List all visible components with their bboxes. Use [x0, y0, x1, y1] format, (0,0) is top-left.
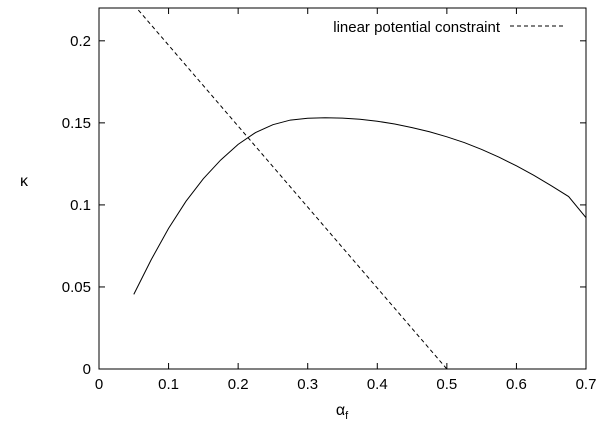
series-line-dashed: [135, 8, 448, 369]
x-tick-label: 0.4: [367, 376, 388, 393]
y-tick-label: 0.05: [62, 279, 91, 296]
series-layer: [133, 8, 586, 369]
y-tick-label: 0.1: [70, 197, 91, 214]
x-tick-label: 0.5: [436, 376, 457, 393]
x-tick-label: 0.3: [297, 376, 318, 393]
legend-label: linear potential constraint: [333, 19, 501, 36]
y-tick-label: 0.15: [62, 115, 91, 132]
x-axis-label: αf: [336, 402, 349, 422]
y-tick-labels: 0 0.05 0.1 0.15 0.2: [62, 33, 91, 378]
x-tick-label: 0: [95, 376, 103, 393]
x-tick-label: 0.7: [576, 376, 597, 393]
legend: linear potential constraint: [333, 19, 566, 36]
x-axis-label-subscript: f: [345, 410, 349, 422]
y-tick-label: 0: [83, 361, 91, 378]
axis-ticks: [98, 8, 587, 370]
y-tick-label: 0.2: [70, 33, 91, 50]
x-tick-label: 0.2: [228, 376, 249, 393]
series-line-solid: [133, 117, 586, 295]
plot-frame: [98, 7, 587, 370]
x-tick-label: 0.1: [158, 376, 179, 393]
x-tick-label: 0.6: [506, 376, 527, 393]
x-tick-labels: 0 0.1 0.2 0.3 0.4 0.5 0.6 0.7: [95, 376, 597, 393]
y-axis-label: κ: [20, 173, 29, 190]
